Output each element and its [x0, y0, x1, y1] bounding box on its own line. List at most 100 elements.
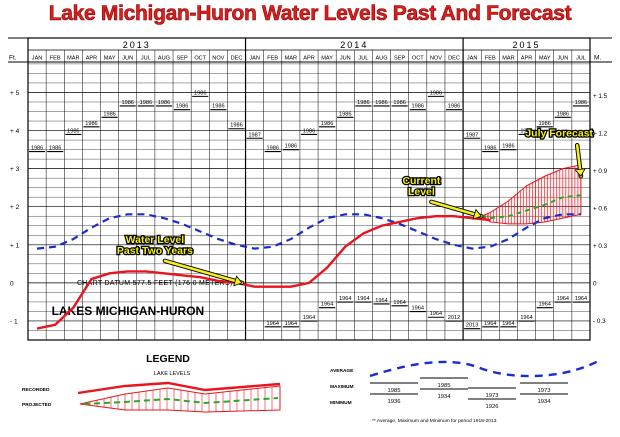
- month-label-jul: JUL: [141, 56, 151, 62]
- minimum-year-label: 2013: [466, 323, 478, 329]
- month-label-feb: FEB: [50, 56, 61, 62]
- month-label-may: MAY: [321, 56, 333, 62]
- legend-projected-label: PROJECTED: [22, 402, 52, 408]
- maximum-year-label: 1986: [448, 104, 460, 110]
- lake-name-label: LAKES MICHIGAN-HURON: [52, 304, 205, 318]
- minimum-year-label: 1964: [430, 311, 442, 317]
- left-axis-tick: 0: [10, 280, 14, 287]
- right-axis-tick: - 0.3: [593, 318, 606, 325]
- maximum-year-label: 1986: [49, 146, 61, 152]
- legend-minimum-label: MINIMUM: [330, 400, 352, 406]
- maximum-year-label: 1986: [339, 111, 351, 117]
- legend-average-label: AVERAGE: [330, 368, 354, 374]
- maximum-year-label: 1986: [412, 104, 424, 110]
- callout-arrowhead: [472, 208, 482, 220]
- legend-footnote: ** Average, Maximum and Minimum for peri…: [372, 418, 497, 424]
- month-label-jul: JUL: [358, 56, 368, 62]
- minimum-year-label: 1964: [502, 321, 514, 327]
- maximum-year-label: 1986: [357, 100, 369, 106]
- callout-label: Past Two Years: [117, 245, 193, 257]
- callout-label: Water Level: [126, 234, 185, 246]
- month-label-dec: DEC: [231, 56, 243, 62]
- maximum-year-label: 1986: [538, 121, 550, 127]
- legend-title: LEGEND: [146, 353, 190, 365]
- month-label-jul: JUL: [576, 56, 586, 62]
- month-label-jan: JAN: [467, 56, 478, 62]
- month-label-feb: FEB: [485, 56, 496, 62]
- average-line: [36, 213, 581, 250]
- maximum-year-label: 1986: [230, 123, 242, 129]
- month-label-nov: NOV: [430, 56, 442, 62]
- right-axis-tick: + 1.5: [593, 93, 608, 100]
- right-axis-tick: + 0.9: [593, 168, 608, 175]
- month-label-apr: APR: [303, 56, 315, 62]
- month-label-oct: OCT: [412, 56, 424, 62]
- legend-maximum-year: 1985: [388, 388, 401, 394]
- month-label-feb: FEB: [267, 56, 278, 62]
- maximum-year-label: 1986: [121, 100, 133, 106]
- minimum-year-label: 1964: [484, 321, 496, 327]
- minimum-year-label: 1964: [339, 296, 351, 302]
- minimum-year-label: 1964: [575, 296, 587, 302]
- maximum-year-label: 1986: [85, 121, 97, 127]
- left-axis-tick: + 2: [10, 204, 20, 211]
- right-axis-tick: 0: [593, 280, 597, 287]
- year-label-2014: 2014: [340, 40, 368, 50]
- maximum-year-label: 1987: [466, 132, 478, 138]
- callout-label: Current: [402, 175, 440, 187]
- left-axis-tick: + 3: [10, 166, 20, 173]
- month-label-sep: SEP: [176, 56, 187, 62]
- month-label-nov: NOV: [212, 56, 224, 62]
- minimum-year-label: 2012: [448, 315, 460, 321]
- month-label-oct: OCT: [194, 56, 206, 62]
- maximum-year-label: 1986: [285, 144, 297, 150]
- callout-label: July Forecast: [525, 127, 593, 139]
- maximum-year-label: 1986: [212, 104, 224, 110]
- left-axis-unit: Ft.: [9, 55, 17, 62]
- callout-label: Level: [408, 186, 435, 198]
- left-axis-tick: + 5: [10, 90, 20, 97]
- right-axis-tick: + 0.6: [593, 205, 608, 212]
- callout-arrowhead: [233, 275, 243, 287]
- minimum-year-label: 1964: [538, 302, 550, 308]
- legend-maximum-label: MAXIMUM: [330, 384, 353, 390]
- month-label-jan: JAN: [32, 56, 43, 62]
- minimum-year-label: 1964: [375, 298, 387, 304]
- legend-subtitle: LAKE LEVELS: [154, 371, 191, 377]
- month-label-aug: AUG: [158, 56, 170, 62]
- legend-maximum-year: 1985: [438, 383, 451, 389]
- month-label-may: MAY: [104, 56, 116, 62]
- month-label-sep: SEP: [394, 56, 405, 62]
- maximum-year-label: 1986: [375, 100, 387, 106]
- maximum-year-label: 1986: [267, 146, 279, 152]
- maximum-year-label: 1986: [393, 100, 405, 106]
- chart-title: Lake Michigan-Huron Water Levels Past An…: [48, 2, 572, 26]
- maximum-year-label: 1987: [248, 132, 260, 138]
- maximum-year-label: 1986: [103, 111, 115, 117]
- legend-projected-band: [79, 385, 281, 413]
- maximum-year-label: 1986: [158, 100, 170, 106]
- minimum-year-label: 1964: [520, 315, 532, 321]
- legend-maximum-year: 1973: [486, 393, 499, 399]
- month-label-jun: JUN: [557, 56, 568, 62]
- legend-minimum-year: 1936: [388, 399, 401, 405]
- callout-arrow: [163, 259, 244, 285]
- maximum-year-label: 1986: [502, 144, 514, 150]
- maximum-year-label: 1986: [194, 90, 206, 96]
- maximum-year-label: 1986: [520, 128, 532, 134]
- legend-minimum-year: 1934: [438, 394, 452, 400]
- left-axis-tick: + 1: [10, 242, 20, 249]
- maximum-year-label: 1986: [575, 100, 587, 106]
- month-label-mar: MAR: [67, 56, 79, 62]
- month-label-may: MAY: [539, 56, 551, 62]
- legend-recorded-line: [77, 381, 281, 395]
- maximum-year-label: 1986: [31, 146, 43, 152]
- month-label-mar: MAR: [285, 56, 297, 62]
- minimum-year-label: 1964: [393, 300, 405, 306]
- callout-arrow: [430, 200, 483, 218]
- maximum-year-label: 1986: [140, 100, 152, 106]
- legend-recorded-label: RECORDED: [22, 387, 50, 393]
- right-axis-tick: + 1.2: [593, 130, 608, 137]
- month-label-dec: DEC: [448, 56, 460, 62]
- month-label-apr: APR: [86, 56, 98, 62]
